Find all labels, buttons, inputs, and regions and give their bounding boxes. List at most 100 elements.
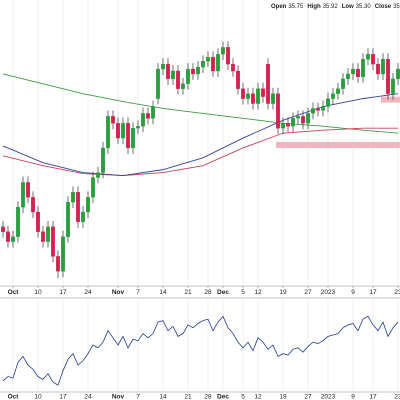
x-tick-label: 7 [136, 394, 140, 400]
candle-body [41, 231, 45, 242]
candle-body [291, 118, 295, 127]
x-tick-label: 24 [84, 394, 92, 400]
candle-body [21, 182, 25, 208]
candle-body [11, 236, 15, 242]
candle-body [16, 206, 20, 237]
candle-body [161, 63, 165, 70]
candle-body [331, 93, 335, 99]
x-tick-label: 2023 [321, 289, 336, 296]
candle-body [86, 197, 90, 213]
x-tick-label: Oct [8, 289, 20, 296]
x-tick-label: 10 [34, 394, 42, 400]
candle-body [376, 63, 380, 75]
candle-body [61, 236, 65, 272]
candle-body [396, 68, 400, 80]
x-tick-label: 10 [34, 289, 42, 296]
candle-body [156, 68, 160, 99]
x-tick-label: 2023 [321, 394, 336, 400]
x-tick-label: Nov [112, 289, 125, 296]
candle-body [181, 83, 185, 89]
candle-body [26, 182, 30, 198]
x-tick-label: 12 [254, 394, 262, 400]
candle-body [271, 93, 275, 104]
candle-body [251, 93, 255, 104]
candle-body [146, 113, 150, 119]
x-tick-label: 17 [369, 289, 377, 296]
x-tick-label: 21 [184, 394, 192, 400]
candle-body [171, 70, 175, 80]
price-zone [276, 142, 400, 148]
x-tick-label: 23 [394, 394, 400, 400]
candle-body [386, 59, 390, 94]
candle-body [1, 226, 5, 232]
x-tick-label: 17 [59, 394, 67, 400]
candle-body [56, 256, 60, 272]
candle-body [176, 70, 180, 89]
x-tick-label: 5 [241, 289, 245, 296]
candle-body [46, 226, 50, 242]
x-tick-label: 27 [304, 394, 312, 400]
candle-body [81, 211, 85, 223]
candle-body [106, 116, 110, 149]
x-tick-label: 12 [254, 289, 262, 296]
candle-body [296, 116, 300, 119]
header-label: Low [342, 4, 354, 10]
candle-body [326, 98, 330, 107]
candle-body [276, 93, 280, 129]
candle-body [346, 73, 350, 80]
candle-body [231, 63, 235, 72]
candle-body [311, 108, 315, 114]
candle-body [381, 59, 385, 75]
candle-body [236, 70, 240, 89]
x-tick-label: 14 [159, 289, 167, 296]
candle-body [166, 63, 170, 80]
x-tick-label: 23 [394, 289, 400, 296]
candle-body [186, 68, 190, 84]
moving-average [2, 93, 399, 176]
header-label: Open [271, 4, 287, 10]
candle-body [211, 57, 215, 72]
x-tick-label: Dec [217, 394, 229, 400]
x-tick-label: 17 [369, 394, 377, 400]
x-tick-label: Dec [217, 289, 229, 296]
candle-body [76, 192, 80, 223]
x-tick-label: 5 [241, 394, 245, 400]
candle-body [91, 177, 95, 198]
header-label: High [307, 4, 321, 10]
candle-body [126, 123, 130, 149]
candle-body [141, 113, 145, 127]
x-tick-label: Oct [8, 394, 20, 400]
candle-body [281, 123, 285, 129]
candle-body [51, 226, 55, 257]
candle-body [31, 197, 35, 213]
x-tick-label: 9 [351, 289, 355, 296]
candle-body [216, 54, 220, 72]
candle-body [366, 54, 370, 60]
header-value: 35.92 [323, 4, 339, 10]
header-value: 35.6 [393, 4, 400, 10]
candle-body [36, 211, 40, 232]
candle-body [286, 123, 290, 127]
candle-body [316, 108, 320, 111]
candle-body [261, 88, 265, 97]
candle-body [221, 47, 225, 55]
candle-body [121, 123, 125, 139]
candle-body [101, 147, 105, 173]
x-tick-label: 28 [204, 289, 212, 296]
candle-body [116, 123, 120, 139]
candle-body [111, 116, 115, 124]
candle-body [196, 66, 200, 75]
candle-body [6, 231, 10, 242]
moving-average [2, 73, 399, 134]
candle-body [226, 47, 230, 65]
candle-body [306, 113, 310, 124]
x-tick-label: 14 [159, 394, 167, 400]
candle-body [131, 128, 135, 149]
candle-body [371, 54, 375, 65]
indicator-line [2, 315, 399, 386]
candle-body [351, 68, 355, 75]
